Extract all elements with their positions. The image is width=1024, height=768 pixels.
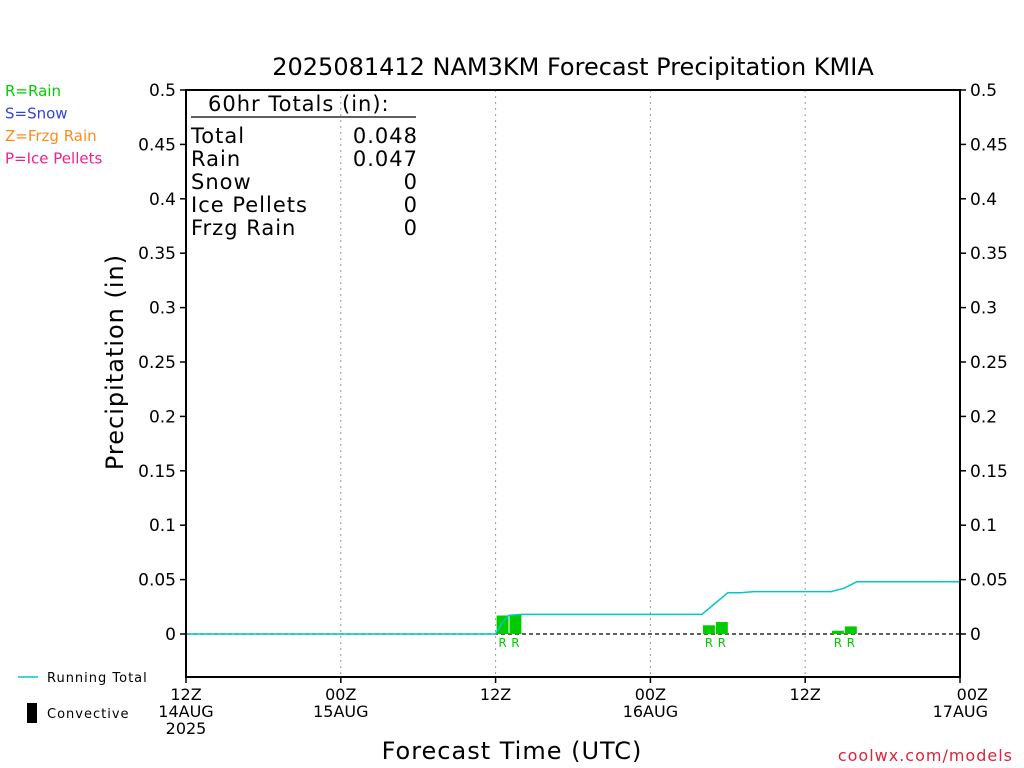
totals-row-value: 0: [404, 193, 418, 217]
y-tick-label: 0.45: [138, 135, 176, 155]
y-axis-right: 0 0.05 0.1 0.15 0.2 0.25 0.3 0.35 0.4 0.45 0.5: [960, 81, 1008, 645]
line-legend: Running Total Convective: [18, 671, 148, 723]
source-credit: coolwx.com/models: [838, 746, 1013, 765]
totals-box: 60hr Totals (in): Total 0.048 Rain 0.047 Sno…: [190, 92, 418, 240]
x-tick-label: 00Z: [325, 685, 356, 704]
y-tick-label: 0.5: [149, 81, 176, 101]
y-tick-label-right: 0.1: [970, 516, 997, 536]
x-tick-label: 12Z: [480, 685, 511, 704]
totals-row-value: 0: [404, 170, 418, 194]
y-tick-label: 0: [165, 625, 176, 645]
totals-heading: 60hr Totals (in):: [208, 92, 390, 116]
running-total-line: [186, 581, 960, 635]
running-total-legend-label: Running Total: [47, 671, 148, 686]
precip-bar: [509, 614, 522, 634]
x-tick-label: 15AUG: [313, 702, 368, 721]
x-tick-label: 17AUG: [933, 702, 988, 721]
x-tick-label: 00Z: [957, 685, 988, 704]
x-tick-label: 12Z: [170, 685, 201, 704]
precip-bar: [715, 622, 728, 634]
vertical-grid: [340, 90, 806, 677]
y-tick-label-right: 0.35: [970, 244, 1008, 264]
precip-bar: [844, 626, 857, 634]
precip-bar: [703, 625, 715, 634]
x-tick-label: 00Z: [635, 685, 666, 704]
type-legend-entry: P=Ice Pellets: [5, 150, 102, 168]
precip-type-label: R: [705, 636, 713, 650]
y-tick-label-right: 0.2: [970, 407, 997, 427]
totals-row-value: 0.047: [353, 147, 418, 171]
precip-type-label: R: [847, 636, 855, 650]
y-tick-label: 0.05: [138, 571, 176, 591]
convective-swatch: [27, 703, 37, 723]
totals-row-label: Ice Pellets: [191, 193, 308, 217]
x-tick-label: 14AUG: [158, 702, 213, 721]
x-tick-label: 2025: [166, 719, 207, 738]
type-legend-entry: S=Snow: [5, 105, 68, 123]
precip-type-label: R: [834, 636, 842, 650]
convective-legend-label: Convective: [47, 707, 130, 722]
y-tick-label: 0.3: [149, 299, 176, 319]
plot-frame: [185, 89, 961, 678]
y-tick-label: 0.2: [149, 407, 176, 427]
totals-row-value: 0: [404, 216, 418, 240]
x-axis-label: Forecast Time (UTC): [382, 737, 643, 765]
y-tick-label-right: 0.15: [970, 462, 1008, 482]
y-tick-label: 0.15: [138, 462, 176, 482]
y-tick-label-right: 0.3: [970, 299, 997, 319]
chart-title: 2025081412 NAM3KM Forecast Precipitation…: [272, 53, 874, 81]
totals-row-value: 0.048: [353, 124, 418, 148]
x-tick-label: 16AUG: [623, 702, 678, 721]
precip-type-label: R: [718, 636, 726, 650]
y-tick-label: 0.25: [138, 353, 176, 373]
precip-bar: [496, 615, 509, 634]
totals-row-label: Frzg Rain: [191, 216, 296, 240]
precip-type-label: R: [498, 636, 506, 650]
y-tick-label: 0.35: [138, 244, 176, 264]
y-tick-label-right: 0.5: [970, 81, 997, 101]
precip-bar: [832, 630, 844, 634]
precip-type-legend: R=Rain S=Snow Z=Frzg Rain P=Ice Pellets: [5, 82, 102, 168]
y-tick-label: 0.4: [149, 190, 176, 210]
y-axis-label: Precipitation (in): [101, 254, 129, 470]
y-tick-label-right: 0.25: [970, 353, 1008, 373]
precip-type-label: R: [511, 636, 519, 650]
y-axis-left: 0 0.05 0.1 0.15 0.2 0.25 0.3 0.35 0.4 0.45 0.5: [138, 81, 186, 645]
y-tick-label-right: 0.05: [970, 571, 1008, 591]
y-tick-label-right: 0: [970, 625, 981, 645]
totals-row-label: Rain: [191, 147, 241, 171]
type-legend-entry: Z=Frzg Rain: [5, 127, 97, 145]
totals-row-label: Total: [190, 124, 245, 148]
totals-row-label: Snow: [191, 170, 252, 194]
y-tick-label-right: 0.4: [970, 190, 997, 210]
y-tick-label-right: 0.45: [970, 135, 1008, 155]
precip-bars: [496, 614, 857, 634]
type-legend-entry: R=Rain: [5, 82, 61, 100]
x-tick-label: 12Z: [790, 685, 821, 704]
y-tick-label: 0.1: [149, 516, 176, 536]
